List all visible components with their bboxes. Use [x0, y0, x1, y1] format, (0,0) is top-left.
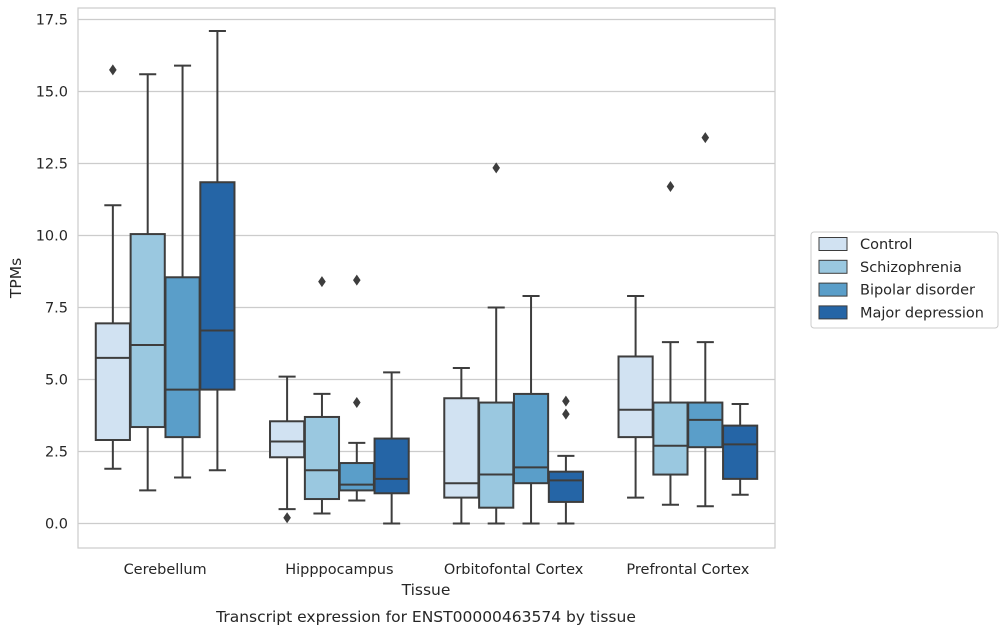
y-tick-label: 7.5	[45, 301, 68, 317]
chart-caption: Transcript expression for ENST0000046357…	[215, 608, 636, 626]
outlier-point	[353, 274, 361, 286]
y-tick-label: 15.0	[36, 85, 68, 101]
legend-swatch	[818, 305, 848, 320]
box-bipolar-disorder	[164, 64, 201, 479]
y-tick-label: 2.5	[45, 445, 68, 461]
legend-swatch	[818, 282, 848, 297]
box-major-depression	[373, 371, 410, 525]
outlier-point	[562, 395, 570, 407]
box-body	[129, 233, 166, 429]
y-tick-label: 12.5	[36, 157, 68, 173]
legend-swatch	[818, 259, 848, 274]
outlier-point	[666, 181, 675, 193]
box-bipolar-disorder	[687, 132, 724, 508]
box-body	[478, 401, 515, 509]
x-tick-label: Hipppocampus	[285, 562, 393, 578]
box-body	[722, 424, 759, 480]
box-control	[443, 367, 480, 525]
outlier-point	[109, 64, 117, 76]
x-tick-label: Cerebellum	[124, 562, 207, 578]
box-schizophrenia	[478, 162, 515, 525]
outlier-point	[318, 276, 326, 288]
y-tick-label: 17.5	[36, 13, 68, 29]
y-tick-labels: 0.0 2.5 5.0 7.5 10.0 12.5 15.0 17.5	[36, 13, 68, 533]
box-major-depression	[547, 395, 584, 525]
box-schizophrenia	[303, 276, 341, 515]
box-body	[94, 322, 131, 441]
box-control	[269, 375, 306, 524]
x-axis-label: Tissue	[401, 581, 451, 599]
legend-label: Major depression	[860, 305, 984, 321]
box-control	[94, 64, 131, 470]
x-tick-label: Prefrontal Cortex	[626, 562, 749, 578]
box-body	[338, 462, 375, 492]
x-tick-label: Orbitofontal Cortex	[444, 562, 584, 578]
y-axis-label: TPMs	[7, 258, 25, 299]
y-tick-label: 5.0	[45, 373, 68, 389]
outlier-point	[701, 132, 710, 144]
box-schizophrenia	[652, 181, 689, 506]
box-control	[617, 295, 654, 499]
box-body	[652, 401, 689, 476]
legend-label: Bipolar disorder	[860, 283, 975, 299]
box-body	[269, 420, 306, 459]
box-body	[547, 470, 584, 503]
box-bipolar-disorder	[512, 295, 550, 525]
outlier-point	[353, 397, 361, 409]
box-body	[443, 397, 480, 499]
box-body	[617, 355, 654, 439]
legend: Control Schizophrenia Bipolar disorder Majo…	[810, 231, 999, 329]
outlier-point	[562, 408, 570, 420]
y-tick-label: 0.0	[45, 517, 68, 533]
box-major-depression	[199, 30, 236, 472]
box-body	[687, 401, 724, 449]
plot-frame	[77, 7, 776, 549]
box-groups	[94, 30, 759, 525]
legend-label: Schizophrenia	[860, 260, 962, 276]
box-body	[512, 392, 550, 485]
box-body	[373, 437, 410, 495]
x-tick-labels: Cerebellum Hipppocampus Orbitofontal Corte…	[124, 562, 750, 578]
legend-label: Control	[860, 237, 912, 253]
outlier-point	[492, 162, 500, 174]
box-body	[164, 276, 201, 439]
box-body	[303, 415, 341, 501]
outlier-point	[283, 512, 291, 524]
legend-swatch	[818, 237, 848, 251]
y-tick-label: 10.0	[36, 229, 68, 245]
box-body	[199, 181, 236, 391]
box-schizophrenia	[129, 73, 166, 492]
legend-frame	[810, 231, 999, 329]
box-major-depression	[722, 403, 759, 496]
